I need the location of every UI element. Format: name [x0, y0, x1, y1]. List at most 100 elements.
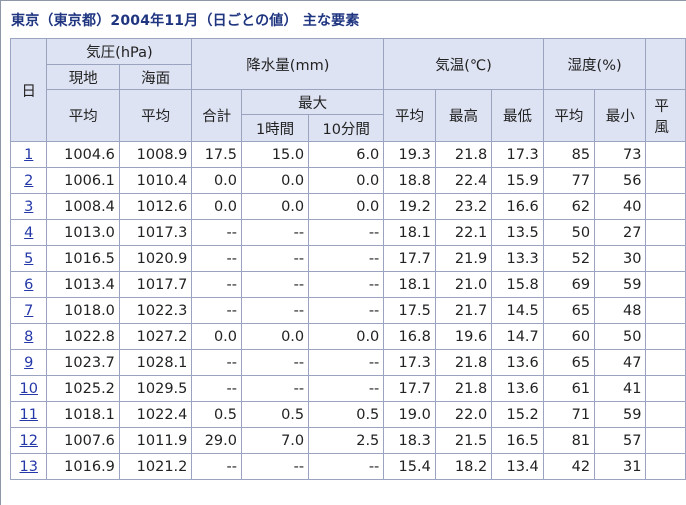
- humidity-min-cell: 47: [594, 349, 647, 376]
- day-cell: 6: [9, 271, 48, 298]
- precip-total-cell: --: [191, 271, 242, 298]
- wind-cell-clipped: [645, 193, 686, 220]
- day-link[interactable]: 5: [24, 250, 34, 267]
- precip-10m-cell: 0.5: [308, 401, 385, 428]
- table-row: 5 1016.5 1020.9 -- -- -- 17.7 21.9 13.3 52 30: [9, 245, 686, 272]
- temp-max-cell: 19.6: [434, 323, 493, 350]
- precip-total-cell: --: [191, 375, 242, 402]
- temp-max-cell: 21.8: [434, 349, 493, 376]
- pressure-sea-cell: 1029.5: [118, 375, 193, 402]
- header-humidity-avg: 平均: [542, 89, 596, 142]
- day-link[interactable]: 1: [24, 146, 34, 163]
- table-row: 6 1013.4 1017.7 -- -- -- 18.1 21.0 15.8 69 59: [9, 271, 686, 298]
- header-precip-10m: 10分間: [308, 114, 385, 142]
- humidity-avg-cell: 71: [542, 401, 596, 428]
- day-link[interactable]: 8: [24, 328, 34, 345]
- header-precip-max: 最大: [240, 89, 385, 115]
- humidity-avg-cell: 50: [542, 219, 596, 246]
- precip-1h-cell: 15.0: [240, 141, 310, 168]
- humidity-min-cell: 27: [594, 219, 647, 246]
- precip-1h-cell: --: [240, 219, 310, 246]
- table-row: 1 1004.6 1008.9 17.5 15.0 6.0 19.3 21.8 17.3 85 73: [9, 141, 686, 168]
- temp-max-cell: 22.0: [434, 401, 493, 428]
- table-row: 3 1008.4 1012.6 0.0 0.0 0.0 19.2 23.2 16.6 62 40: [9, 193, 686, 220]
- day-link[interactable]: 10: [19, 380, 38, 397]
- precip-total-cell: --: [191, 453, 242, 480]
- humidity-avg-cell: 65: [542, 349, 596, 376]
- day-link[interactable]: 12: [19, 432, 38, 449]
- temp-avg-cell: 16.8: [383, 323, 436, 350]
- precip-1h-cell: --: [240, 271, 310, 298]
- temp-avg-cell: 19.0: [383, 401, 436, 428]
- pressure-sea-cell: 1012.6: [118, 193, 193, 220]
- precip-1h-cell: --: [240, 349, 310, 376]
- temp-avg-cell: 19.3: [383, 141, 436, 168]
- pressure-sea-cell: 1027.2: [118, 323, 193, 350]
- table-body: 1 1004.6 1008.9 17.5 15.0 6.0 19.3 21.8 17.3 85 73…: [9, 141, 686, 480]
- temp-avg-cell: 17.3: [383, 349, 436, 376]
- temp-max-cell: 23.2: [434, 193, 493, 220]
- precip-1h-cell: --: [240, 245, 310, 272]
- pressure-sea-cell: 1021.2: [118, 453, 193, 480]
- precip-10m-cell: --: [308, 297, 385, 324]
- wind-cell-clipped: [645, 245, 686, 272]
- table-row: 9 1023.7 1028.1 -- -- -- 17.3 21.8 13.6 65 47: [9, 349, 686, 376]
- pressure-station-cell: 1013.0: [46, 219, 120, 246]
- day-link[interactable]: 4: [24, 224, 34, 241]
- pressure-station-cell: 1008.4: [46, 193, 120, 220]
- temp-max-cell: 21.0: [434, 271, 493, 298]
- humidity-min-cell: 48: [594, 297, 647, 324]
- pressure-station-cell: 1025.2: [46, 375, 120, 402]
- pressure-sea-cell: 1011.9: [118, 427, 193, 454]
- table-row: 13 1016.9 1021.2 -- -- -- 15.4 18.2 13.4 42 31: [9, 453, 686, 480]
- day-cell: 5: [9, 245, 48, 272]
- pressure-sea-cell: 1010.4: [118, 167, 193, 194]
- precip-total-cell: --: [191, 245, 242, 272]
- temp-avg-cell: 18.3: [383, 427, 436, 454]
- day-cell: 10: [9, 375, 48, 402]
- precip-total-cell: --: [191, 219, 242, 246]
- pressure-station-cell: 1007.6: [46, 427, 120, 454]
- day-link[interactable]: 9: [24, 354, 34, 371]
- pressure-sea-cell: 1020.9: [118, 245, 193, 272]
- day-link[interactable]: 2: [24, 172, 34, 189]
- humidity-min-cell: 31: [594, 453, 647, 480]
- day-link[interactable]: 13: [19, 458, 38, 475]
- precip-total-cell: --: [191, 297, 242, 324]
- page-title: 東京（東京都）2004年11月（日ごとの値） 主な要素: [11, 13, 360, 29]
- humidity-avg-cell: 42: [542, 453, 596, 480]
- table-row: 8 1022.8 1027.2 0.0 0.0 0.0 16.8 19.6 14.7 60 50: [9, 323, 686, 350]
- wind-cell-clipped: [645, 219, 686, 246]
- temp-min-cell: 15.8: [491, 271, 544, 298]
- humidity-min-cell: 59: [594, 271, 647, 298]
- precip-total-cell: 0.5: [191, 401, 242, 428]
- header-pressure-sea: 海面: [118, 64, 193, 90]
- day-link[interactable]: 6: [24, 276, 34, 293]
- pressure-station-cell: 1016.9: [46, 453, 120, 480]
- precip-total-cell: 17.5: [191, 141, 242, 168]
- precip-10m-cell: 0.0: [308, 323, 385, 350]
- header-precip-1h: 1時間: [240, 114, 310, 142]
- day-link[interactable]: 7: [24, 302, 34, 319]
- day-link[interactable]: 11: [19, 406, 38, 423]
- humidity-min-cell: 41: [594, 375, 647, 402]
- precip-10m-cell: 0.0: [308, 167, 385, 194]
- pressure-sea-cell: 1017.3: [118, 219, 193, 246]
- humidity-avg-cell: 65: [542, 297, 596, 324]
- header-temp-avg: 平均: [383, 89, 436, 142]
- wind-cell-clipped: [645, 453, 686, 480]
- table-header: 日 気圧(hPa) 降水量(mm) 気温(℃) 湿度(%) 現地 海面 平均 平…: [9, 38, 686, 142]
- precip-10m-cell: --: [308, 271, 385, 298]
- precip-1h-cell: 0.0: [240, 193, 310, 220]
- table-row: 10 1025.2 1029.5 -- -- -- 17.7 21.8 13.6 61 41: [9, 375, 686, 402]
- precip-10m-cell: --: [308, 349, 385, 376]
- day-link[interactable]: 3: [24, 198, 34, 215]
- header-temp-max: 最高: [434, 89, 493, 142]
- pressure-station-cell: 1004.6: [46, 141, 120, 168]
- temp-min-cell: 17.3: [491, 141, 544, 168]
- temp-max-cell: 22.4: [434, 167, 493, 194]
- header-humidity: 湿度(%): [542, 38, 647, 90]
- precip-1h-cell: --: [240, 375, 310, 402]
- temp-min-cell: 14.7: [491, 323, 544, 350]
- pressure-sea-cell: 1017.7: [118, 271, 193, 298]
